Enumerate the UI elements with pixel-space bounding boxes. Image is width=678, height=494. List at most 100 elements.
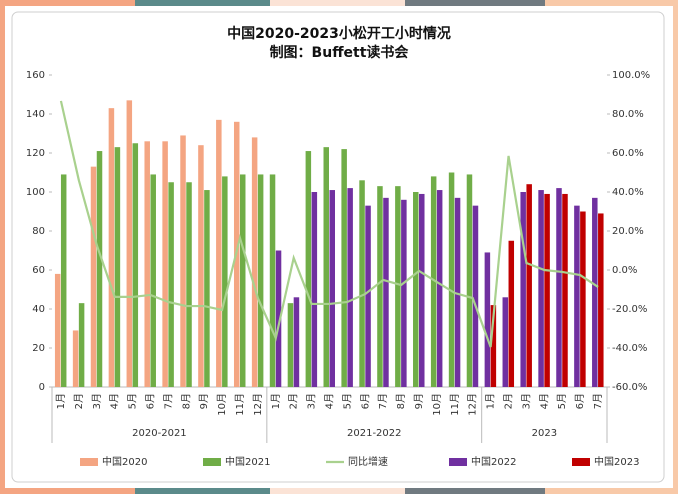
chart-subtitle: 制图：Buffett读书会 (270, 44, 410, 61)
bar (448, 172, 455, 387)
x-tick-label: 5月 (127, 393, 139, 409)
bar (96, 151, 103, 387)
bar (108, 108, 115, 388)
bar (508, 240, 515, 387)
x-tick-label: 3月 (306, 393, 318, 409)
frame (0, 0, 135, 6)
y-tick-label: 60 (32, 265, 45, 276)
x-tick-label: 2月 (288, 393, 300, 409)
x-tick-label: 7月 (592, 393, 604, 409)
y2-tick-label: 40.0% (612, 187, 644, 198)
frame (673, 0, 678, 494)
y-tick-label: 120 (26, 148, 45, 159)
y-tick-label: 80 (32, 226, 45, 237)
legend-label: 中国2022 (471, 455, 516, 468)
legend-label: 中国2021 (225, 455, 270, 468)
legend-swatch (449, 458, 467, 466)
bar (544, 193, 550, 387)
y-tick-label: 100 (26, 187, 45, 198)
bar (401, 199, 407, 387)
bar (562, 193, 568, 387)
bar (144, 141, 150, 387)
bar (574, 205, 580, 387)
x-tick-label: 5月 (556, 393, 568, 409)
legend-label: 中国2023 (594, 455, 639, 468)
legend-label: 同比增速 (348, 455, 388, 468)
bar (257, 174, 264, 387)
bar (395, 186, 401, 387)
frame (545, 0, 678, 6)
x-tick-label: 12月 (252, 393, 264, 416)
x-tick-label: 10月 (216, 393, 228, 416)
legend-label: 中国2020 (102, 455, 147, 468)
bar (341, 149, 347, 387)
frame (0, 0, 5, 494)
group-label: 2023 (532, 428, 557, 439)
y2-tick-label: 100.0% (612, 70, 650, 81)
bar (490, 305, 497, 387)
frame (135, 488, 270, 494)
bar (347, 188, 353, 387)
x-tick-label: 2月 (503, 393, 515, 409)
bar (556, 188, 562, 387)
bar (580, 211, 586, 387)
bar (436, 190, 443, 387)
y2-tick-label: -40.0% (612, 343, 647, 354)
bar (180, 135, 186, 387)
y2-tick-label: 20.0% (612, 226, 644, 237)
bar (472, 205, 479, 387)
bar (329, 190, 335, 387)
y2-tick-label: -60.0% (612, 382, 647, 393)
x-tick-label: 4月 (538, 393, 550, 409)
bar (430, 176, 437, 387)
bar (365, 205, 371, 387)
bar (60, 174, 67, 387)
y-tick-label: 20 (32, 343, 45, 354)
bar (216, 119, 222, 387)
y2-tick-label: -20.0% (612, 304, 647, 315)
bar (287, 303, 294, 387)
bar (454, 197, 461, 387)
bar (323, 147, 329, 387)
x-tick-label: 9月 (198, 393, 210, 409)
bar (305, 151, 312, 387)
bar (466, 174, 473, 387)
x-tick-label: 1月 (55, 393, 67, 409)
bar (162, 141, 168, 387)
y2-tick-label: 80.0% (612, 109, 644, 120)
x-tick-label: 6月 (144, 393, 156, 409)
bar (72, 330, 79, 387)
bar (311, 192, 318, 387)
bar (526, 184, 532, 387)
bar (54, 273, 61, 387)
bar (293, 297, 300, 387)
x-tick-label: 8月 (395, 393, 407, 409)
y2-tick-label: 0.0% (612, 265, 637, 276)
legend-swatch (572, 458, 590, 466)
frame (405, 488, 545, 494)
bar (275, 250, 282, 387)
x-tick-label: 4月 (109, 393, 121, 409)
legend-swatch (80, 458, 98, 466)
frame (135, 0, 270, 6)
y-tick-label: 140 (26, 109, 45, 120)
x-tick-label: 11月 (449, 393, 461, 416)
chart-title: 中国2020-2023小松开工小时情况 (227, 25, 451, 42)
bar (377, 186, 383, 387)
x-tick-label: 5月 (341, 393, 353, 409)
x-tick-label: 3月 (91, 393, 103, 409)
x-tick-label: 6月 (574, 393, 586, 409)
x-tick-label: 11月 (234, 393, 246, 416)
x-tick-label: 8月 (180, 393, 192, 409)
x-tick-label: 1月 (485, 393, 497, 409)
group-label: 2020-2021 (132, 428, 187, 439)
bar (78, 303, 85, 387)
bar (186, 182, 192, 387)
bar (502, 297, 509, 387)
bar (413, 192, 419, 387)
frame (0, 488, 135, 494)
bar (419, 193, 425, 387)
line (59, 100, 599, 348)
x-tick-label: 6月 (359, 393, 371, 409)
